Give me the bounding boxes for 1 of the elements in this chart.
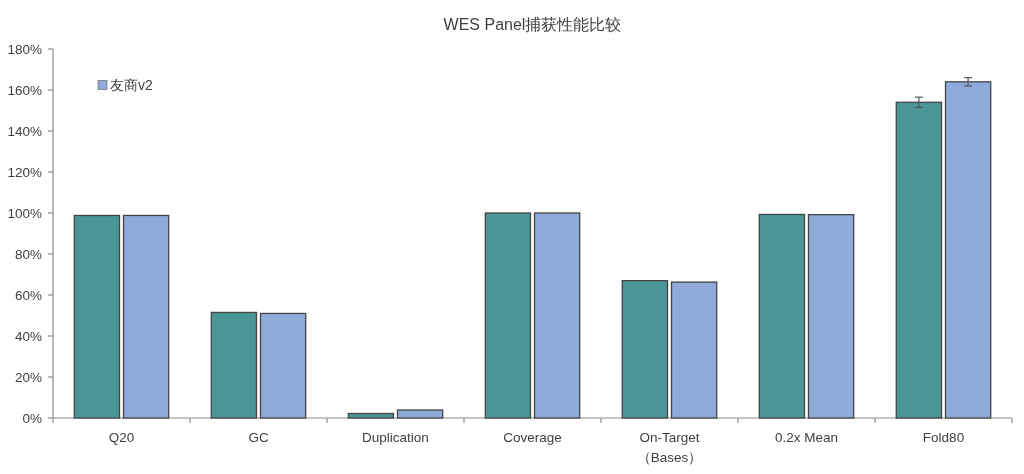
title: WES Panel捕获性能比较	[443, 16, 622, 33]
